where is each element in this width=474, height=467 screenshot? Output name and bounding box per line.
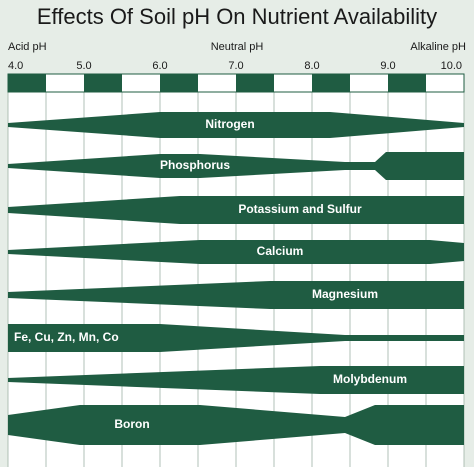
boron-band [8,405,464,445]
tick-label: 10.0 [441,60,462,72]
tick-label: 4.0 [8,60,23,72]
nutrient-label: Nitrogen [205,117,254,131]
molybdenum-band [8,366,464,394]
calcium-band [8,240,464,264]
acid-label: Acid pH [8,41,47,53]
nutrient-label: Fe, Cu, Zn, Mn, Co [14,330,119,344]
ph-strip [7,73,465,93]
tick-label: 5.0 [76,60,91,72]
phosphorus-band [8,152,464,180]
band-labels: Nitrogen Phosphorus Potassium and Sulfur Ca… [14,117,407,431]
tick-label: 7.0 [228,60,243,72]
magnesium-band [8,281,464,309]
nutrient-label: Magnesium [312,287,378,301]
neutral-label: Neutral pH [211,41,264,53]
micronutrient-band [8,324,464,352]
tick-label: 9.0 [380,60,395,72]
strip-block [8,74,46,92]
strip-block [312,74,350,92]
strip-border [7,73,465,93]
alkaline-label: Alkaline pH [410,41,466,53]
nitrogen-band [8,112,464,138]
strip-block [236,74,274,92]
nutrient-label: Boron [114,417,149,431]
tick-label: 6.0 [152,60,167,72]
nutrient-label: Molybdenum [333,372,407,386]
nutrient-label: Phosphorus [160,158,230,172]
strip-block [388,74,426,92]
potassium-band [8,196,464,224]
nutrient-label: Calcium [257,244,304,258]
title: Effects Of Soil pH On Nutrient Availabil… [37,4,437,29]
nutrient-label: Potassium and Sulfur [238,202,362,216]
bands [8,112,464,445]
strip-block [84,74,122,92]
tick-label: 8.0 [304,60,319,72]
strip-block [160,74,198,92]
